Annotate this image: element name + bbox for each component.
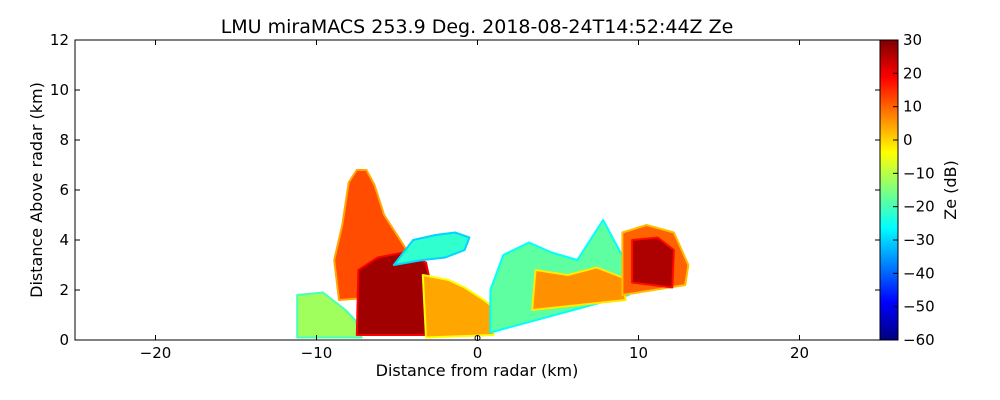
y-tick-label: 12 (50, 31, 69, 49)
echo-region-left-low-echo (296, 291, 363, 339)
echo-region-mid-anvil (392, 231, 471, 266)
y-axis-label: Distance Above radar (km) (27, 82, 46, 298)
x-axis: −20 −10 0 10 20 (140, 40, 809, 362)
colorbar-tick-label: 0 (903, 131, 913, 149)
colorbar-tick-label: −20 (903, 198, 935, 216)
colorbar-tick-label: −30 (903, 231, 935, 249)
x-tick-label: 20 (790, 344, 809, 362)
echo-region-right-mid-echo (531, 266, 627, 311)
colorbar-tick-label: 20 (903, 64, 922, 82)
colorbar-tick-label: −60 (903, 331, 935, 349)
colorbar-label: Ze (dB) (941, 160, 960, 220)
plot-area (75, 40, 880, 340)
colorbar (879, 39, 899, 341)
chart-title: LMU miraMACS 253.9 Deg. 2018-08-24T14:52… (221, 16, 734, 38)
x-tick-label: 0 (473, 344, 483, 362)
colorbar-tick-label: 10 (903, 98, 922, 116)
colorbar-tick-label: 30 (903, 31, 922, 49)
x-tick-label: −20 (140, 344, 172, 362)
echo-region-right-core (631, 236, 675, 289)
y-axis: 0 2 4 6 8 10 12 (50, 31, 880, 349)
y-tick-label: 8 (59, 131, 69, 149)
y-tick-label: 0 (59, 331, 69, 349)
y-tick-label: 6 (59, 181, 69, 199)
colorbar-tick-label: −10 (903, 164, 935, 182)
x-tick-label: −10 (301, 344, 333, 362)
echo-layer (296, 169, 690, 339)
colorbar-tick-label: −40 (903, 264, 935, 282)
x-axis-label: Distance from radar (km) (376, 361, 579, 380)
colorbar-tick-label: −50 (903, 298, 935, 316)
x-tick-label: 10 (629, 344, 648, 362)
y-tick-label: 4 (59, 231, 69, 249)
y-tick-label: 2 (59, 281, 69, 299)
colorbar-axis: 30 20 10 0 −10 −20 −30 −40 −50 −60 (893, 31, 935, 349)
y-tick-label: 10 (50, 81, 69, 99)
